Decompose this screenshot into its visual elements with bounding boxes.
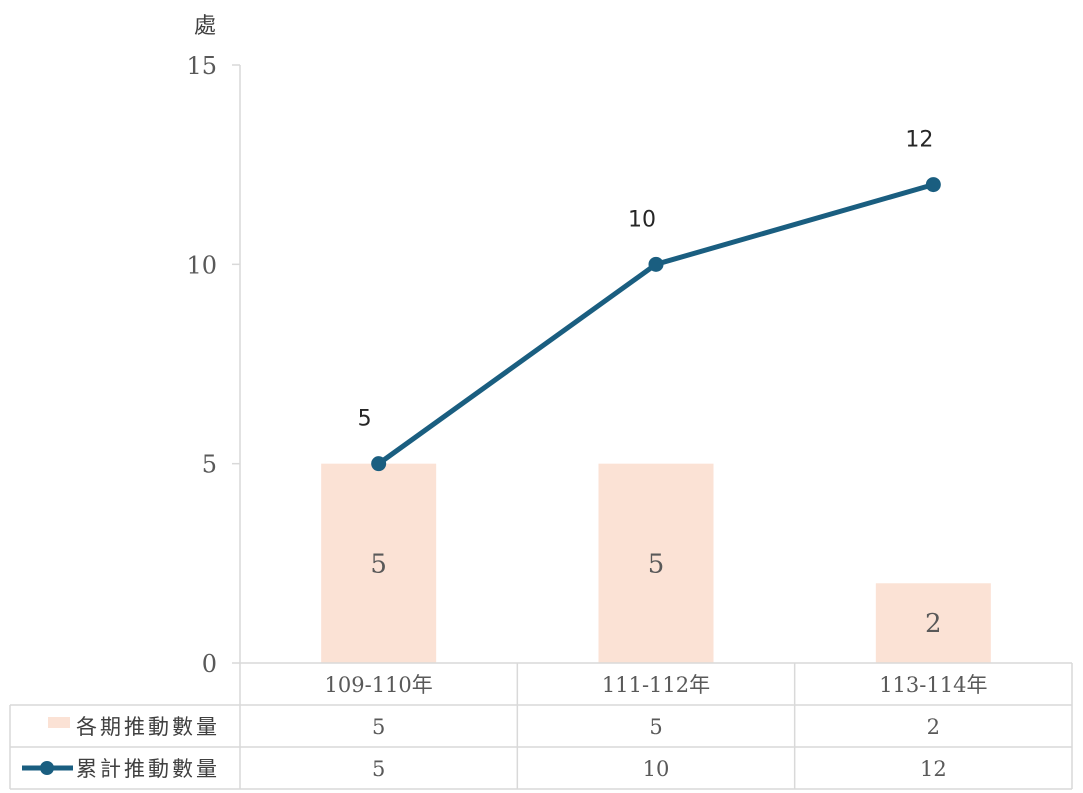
bar xyxy=(321,463,437,663)
bar-data-label: 2 xyxy=(925,609,942,639)
y-axis-unit-label: 處 xyxy=(194,14,216,39)
line-point xyxy=(648,256,664,272)
bar-data-label: 5 xyxy=(648,549,665,579)
bar xyxy=(875,583,991,663)
line-point xyxy=(371,456,387,472)
bar-data-label: 5 xyxy=(370,549,387,579)
table-cell: 5 xyxy=(372,757,385,781)
line-data-label: 10 xyxy=(628,207,656,232)
legend-line-label: 累計推動數量 xyxy=(76,757,220,781)
y-tick-label: 0 xyxy=(202,650,217,678)
y-tick-label: 10 xyxy=(186,251,217,279)
x-tick-label: 111-112年 xyxy=(602,673,710,697)
line-point xyxy=(925,177,941,193)
y-tick-label: 5 xyxy=(202,451,217,479)
bar-series: 5 5 2 xyxy=(321,463,991,663)
line-data-label: 5 xyxy=(358,407,372,432)
bar xyxy=(598,463,714,663)
line-path xyxy=(377,182,935,466)
table-cell: 12 xyxy=(920,757,947,781)
table-cell: 2 xyxy=(927,715,940,739)
x-tick-label: 109-110年 xyxy=(325,673,433,697)
legend-line-marker xyxy=(40,761,54,775)
line-data-label: 12 xyxy=(905,128,933,153)
x-tick-label: 113-114年 xyxy=(879,673,987,697)
legend-bar-label: 各期推動數量 xyxy=(76,715,220,739)
y-tick-label: 15 xyxy=(186,52,217,80)
line-series: 5 10 12 xyxy=(358,128,941,472)
table-cell: 10 xyxy=(643,757,670,781)
table-cell: 5 xyxy=(372,715,385,739)
legend-bar-key xyxy=(48,717,70,728)
table-cell: 5 xyxy=(649,715,662,739)
y-axis: 0 5 10 15 xyxy=(186,52,241,678)
